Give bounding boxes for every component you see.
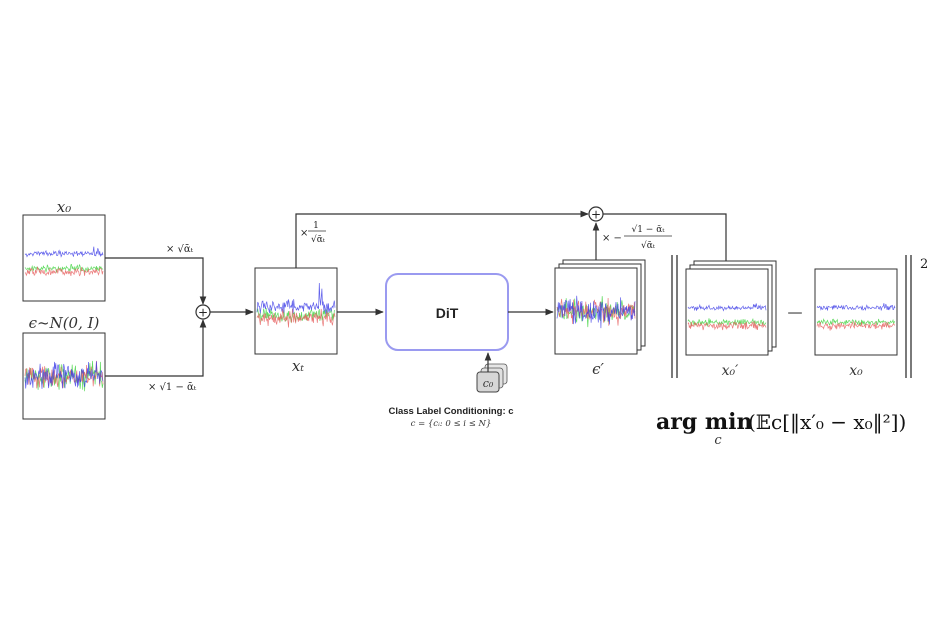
noise-input-plot	[22, 332, 106, 420]
xt-plot	[254, 267, 338, 355]
sum-node-right: +	[588, 206, 604, 222]
scale-neg-prefix: × −	[602, 233, 622, 244]
skip-connection-arrow	[295, 210, 589, 268]
plus-symbol: +	[198, 306, 208, 320]
conditioning-title: Class Label Conditioning: c	[388, 406, 513, 417]
objective-argmin: arg min	[656, 409, 753, 435]
norm-bars-left	[671, 255, 678, 378]
sum-node-left: +	[195, 304, 211, 320]
scale-sqrt-alpha-label: × √ᾱₜ	[166, 244, 194, 255]
x0-input-label: x₀	[57, 198, 71, 216]
minus-symbol: —	[788, 303, 803, 321]
x0-prime-label: x₀′	[722, 363, 740, 379]
scale-neg-numerator: √1 − ᾱₜ	[631, 224, 665, 235]
dit-block: DiT	[385, 273, 509, 351]
x0-target-plot	[814, 268, 898, 356]
xt-label: xₜ	[292, 357, 304, 375]
noise-distribution-label: ϵ~N(0, I)	[29, 314, 100, 332]
class-token-stack: c₀	[476, 363, 508, 393]
class-token-label: c₀	[483, 377, 494, 390]
x0-to-sum-arrow	[105, 257, 207, 305]
norm-bars-right	[905, 255, 912, 378]
norm-exponent: 2	[920, 257, 928, 272]
conditioning-definition: c = {cᵢ: 0 ≤ i ≤ N}	[411, 419, 492, 429]
scale-neg-denominator: √ᾱₜ	[641, 240, 656, 251]
noise-to-sum-arrow	[105, 319, 207, 377]
x0-prime-plot	[685, 260, 777, 356]
sum-to-x0prime-arrow	[603, 213, 730, 269]
objective-subscript: c	[714, 433, 722, 448]
eps-prime-plot	[554, 259, 646, 355]
scale-inverse-numerator: 1	[313, 221, 319, 231]
plus-symbol-2: +	[591, 208, 601, 222]
dit-label: DiT	[436, 305, 459, 321]
x0-target-label: x₀	[849, 363, 863, 379]
x0-input-plot	[22, 214, 106, 302]
scale-sqrt-one-minus-label: × √1 − ᾱₜ	[148, 382, 197, 393]
scale-inverse-denominator: √ᾱₜ	[311, 234, 326, 245]
scale-inverse-prefix: ×	[300, 228, 308, 239]
objective-expression: (𝔼c[‖x′₀ − x₀‖²])	[748, 410, 906, 435]
eps-prime-label: ϵ′	[592, 360, 604, 378]
